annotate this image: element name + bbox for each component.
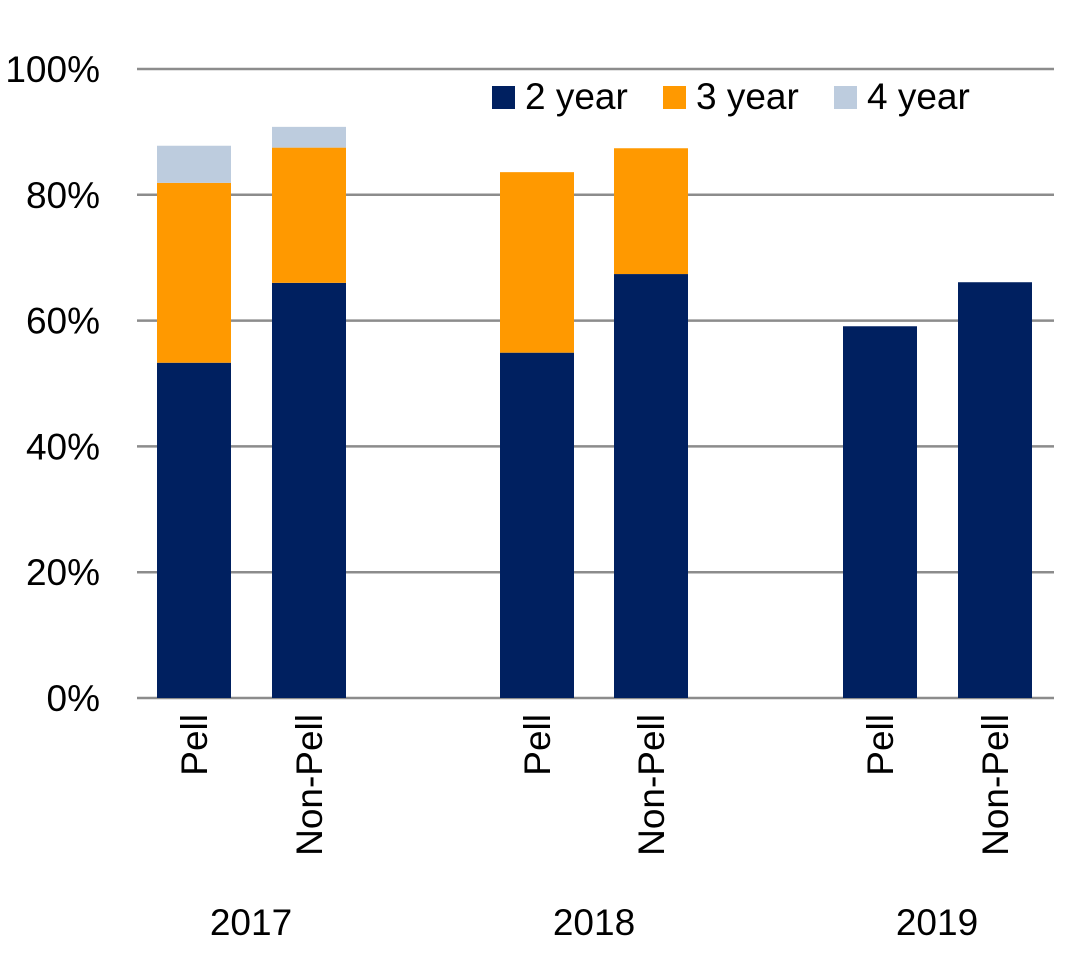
legend-label: 3 year [696,76,799,117]
legend-swatch-4-year [834,86,857,109]
bar-segment-3-year-2018-non-pell [614,148,688,275]
x-category-label: Non-Pell [631,714,672,856]
x-group-label: 2018 [553,902,635,943]
bar-segment-3-year-2017-non-pell [272,147,346,283]
y-tick-label: 0% [47,678,100,719]
x-axis-category-labels: Pell Non-Pell Pell Non-Pell Pell Non-Pell [174,714,1016,856]
y-axis-tick-labels: 0% 20% 40% 60% 80% 100% [5,49,100,719]
x-group-label: 2017 [210,902,292,943]
legend: 2 year 3 year 4 year [492,76,970,117]
bar-segment-2-year-2019-pell [843,326,917,698]
legend-label: 2 year [525,76,628,117]
legend-label: 4 year [867,76,970,117]
bar-segment-2-year-2017-non-pell [272,282,346,698]
legend-swatch-2-year [492,86,515,109]
y-tick-label: 40% [26,426,100,467]
bar-segment-4-year-2017-pell [157,145,231,183]
x-category-label: Non-Pell [975,714,1016,856]
bar-segment-2-year-2018-pell [500,352,574,698]
bar-segment-3-year-2017-pell [157,182,231,363]
bar-segment-3-year-2018-pell [500,172,574,353]
x-category-label: Pell [174,714,215,776]
bars [157,126,1032,698]
x-category-label: Pell [517,714,558,776]
x-group-label: 2019 [896,902,978,943]
bar-segment-2-year-2018-non-pell [614,274,688,698]
x-category-label: Non-Pell [289,714,330,856]
bar-segment-2-year-2017-pell [157,362,231,698]
bar-segment-4-year-2017-non-pell [272,126,346,148]
y-tick-label: 20% [26,552,100,593]
bar-segment-2-year-2019-non-pell [958,282,1032,698]
y-tick-label: 80% [26,175,100,216]
y-tick-label: 60% [26,301,100,342]
x-category-label: Pell [860,714,901,776]
y-tick-label: 100% [5,49,100,90]
legend-swatch-3-year [663,86,686,109]
x-axis-group-labels: 2017 2018 2019 [210,902,978,943]
